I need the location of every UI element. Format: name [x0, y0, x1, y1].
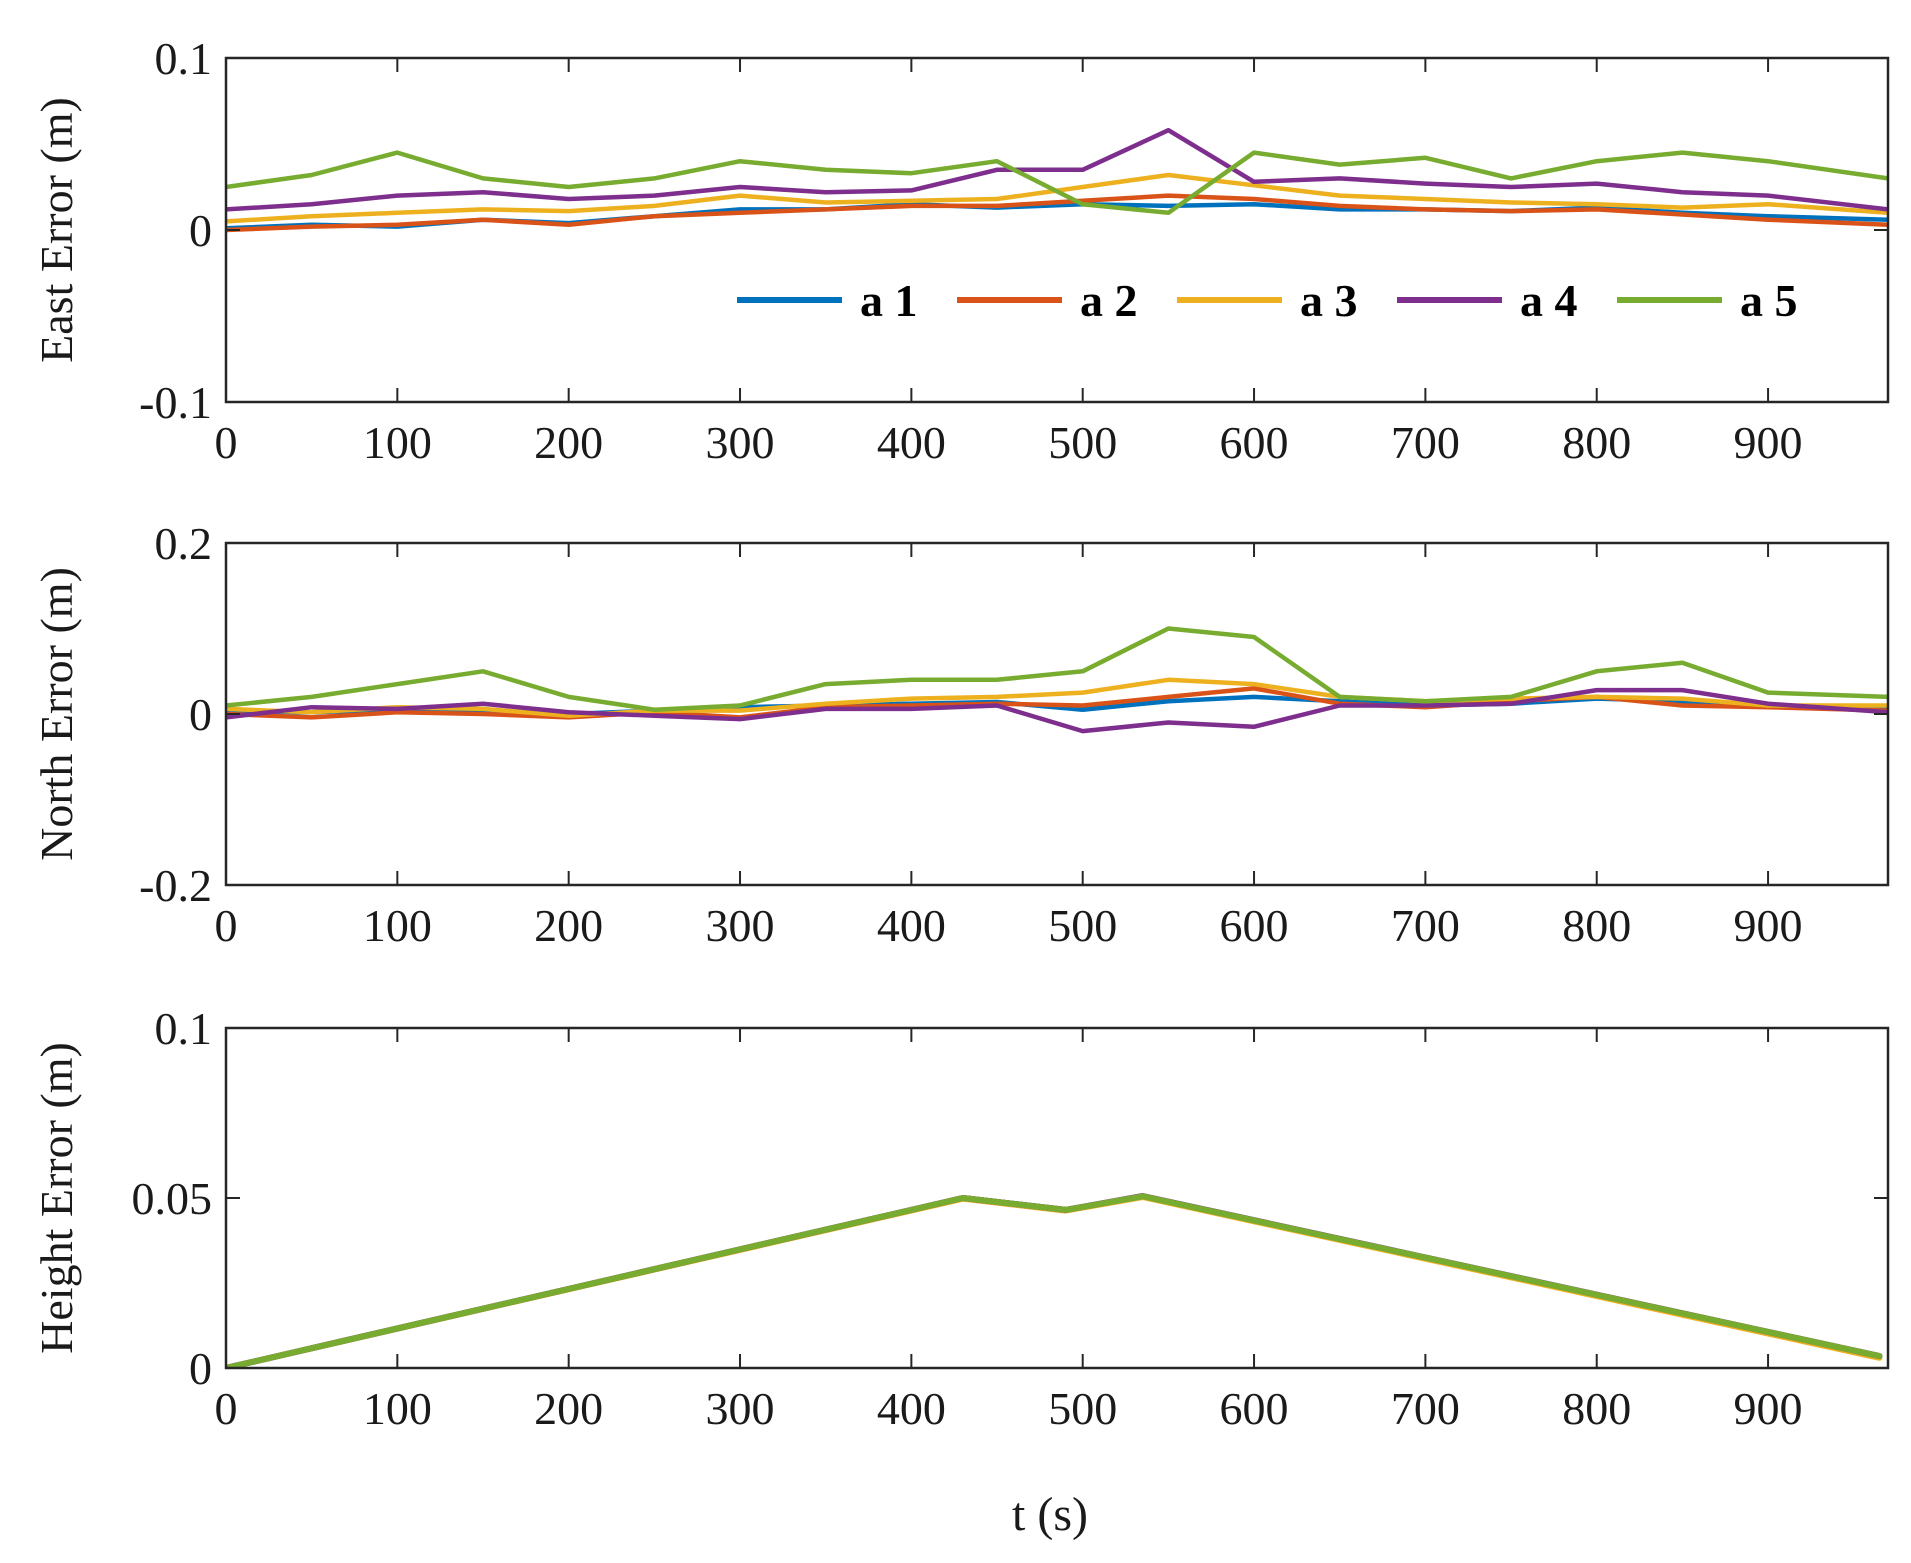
- east-y-axis-label: East Error (m): [31, 97, 82, 363]
- east-ytick-label: 0.1: [155, 33, 213, 84]
- legend-label-a1: a 1: [860, 275, 918, 326]
- north-series-a4: [226, 687, 1888, 734]
- east-ticks: 0 100 200 300 400 500 600 700 800 900-0.100.1: [139, 33, 1888, 468]
- north-ticks: 0 100 200 300 400 500 600 700 800 900-0.200.2: [139, 518, 1888, 951]
- height-ytick-label: 0.1: [155, 1003, 213, 1054]
- north-xtick-label: 100: [363, 900, 432, 951]
- north-xtick-label: 900: [1734, 900, 1803, 951]
- east-error-panel: 0 100 200 300 400 500 600 700 800 900-0.100.1 Eas…: [31, 33, 1890, 468]
- east-xtick-label: 900: [1734, 417, 1803, 468]
- height-ytick-label: 0: [189, 1343, 212, 1394]
- legend-label-a2: a 2: [1080, 275, 1138, 326]
- east-series-a4: [226, 127, 1888, 212]
- east-series-a5: [226, 150, 1888, 216]
- height-xtick-label: 0: [215, 1383, 238, 1434]
- height-series-a5: [226, 1193, 1883, 1368]
- north-xtick-label: 800: [1562, 900, 1631, 951]
- x-axis-label: t (s): [1012, 1488, 1088, 1541]
- height-y-axis-label: Height Error (m): [31, 1042, 82, 1354]
- height-xtick-label: 500: [1048, 1383, 1117, 1434]
- north-ytick-label: 0.2: [155, 518, 213, 569]
- height-series-layer: [226, 1193, 1883, 1368]
- legend: a 1 a 2 a 3 a 4 a 5: [737, 275, 1798, 326]
- height-xtick-label: 400: [877, 1383, 946, 1434]
- east-xtick-label: 0: [215, 417, 238, 468]
- height-xtick-label: 600: [1220, 1383, 1289, 1434]
- height-error-panel: 0 100 200 300 400 500 600 700 800 900 0 0.05 0.1 Hei…: [31, 1003, 1890, 1541]
- legend-label-a5: a 5: [1740, 275, 1798, 326]
- north-xtick-label: 600: [1220, 900, 1289, 951]
- east-xtick-label: 400: [877, 417, 946, 468]
- north-xtick-label: 700: [1391, 900, 1460, 951]
- height-xtick-label: 200: [534, 1383, 603, 1434]
- north-series-a3: [226, 677, 1888, 718]
- north-ytick-label: -0.2: [139, 860, 212, 911]
- height-ytick-label: 0.05: [132, 1173, 213, 1224]
- north-error-panel: 0 100 200 300 400 500 600 700 800 900-0.200.2 Nor…: [31, 518, 1890, 951]
- height-xtick-label: 100: [363, 1383, 432, 1434]
- east-ytick-label: 0: [189, 205, 212, 256]
- height-xtick-label: 900: [1734, 1383, 1803, 1434]
- north-series-a5: [226, 626, 1888, 712]
- north-xtick-label: 500: [1048, 900, 1117, 951]
- east-xtick-label: 500: [1048, 417, 1117, 468]
- north-xtick-label: 300: [706, 900, 775, 951]
- height-xtick-label: 800: [1562, 1383, 1631, 1434]
- north-series-layer: [226, 626, 1888, 734]
- east-series-a2: [226, 193, 1888, 233]
- east-xtick-label: 200: [534, 417, 603, 468]
- north-y-axis-label: North Error (m): [31, 567, 82, 861]
- legend-label-a3: a 3: [1300, 275, 1358, 326]
- east-xtick-label: 800: [1562, 417, 1631, 468]
- east-xtick-label: 600: [1220, 417, 1289, 468]
- north-xtick-label: 0: [215, 900, 238, 951]
- height-ticks: 0 100 200 300 400 500 600 700 800 900 0 0.05 0.1: [132, 1003, 1888, 1434]
- east-xtick-label: 300: [706, 417, 775, 468]
- height-xtick-label: 700: [1391, 1383, 1460, 1434]
- north-xtick-label: 400: [877, 900, 946, 951]
- east-series-layer: [226, 127, 1888, 233]
- north-ytick-label: 0: [189, 689, 212, 740]
- east-xtick-label: 700: [1391, 417, 1460, 468]
- east-ytick-label: -0.1: [139, 377, 212, 428]
- east-xtick-label: 100: [363, 417, 432, 468]
- legend-label-a4: a 4: [1520, 275, 1578, 326]
- north-xtick-label: 200: [534, 900, 603, 951]
- height-xtick-label: 300: [706, 1383, 775, 1434]
- east-series-a3: [226, 172, 1888, 224]
